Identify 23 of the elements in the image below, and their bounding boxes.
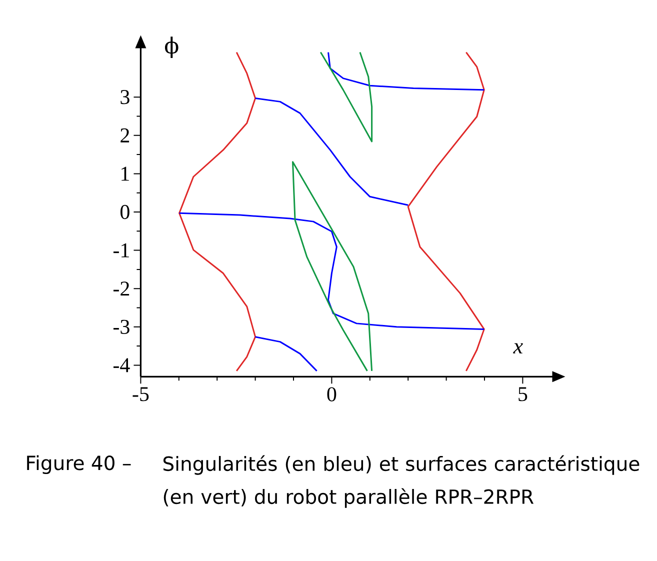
line-series — [320, 52, 373, 142]
y-tick-label: -4 — [113, 358, 130, 372]
y-axis-title: ϕ — [164, 36, 178, 58]
text: Singularités (en bleu) et surfaces caractéristique (en vert) du robot parallèle RPR–2RPR — [163, 455, 640, 508]
caption: Figure 40 – — [27, 455, 131, 474]
x-tick-label: 5 — [518, 387, 528, 402]
x-axis-title: x — [513, 343, 523, 354]
y-tick-label: -2 — [113, 282, 130, 296]
y-tick-label: 3 — [120, 90, 130, 104]
y-tick-label: -3 — [113, 320, 130, 334]
x-tick-label: -5 — [132, 387, 149, 402]
line-series — [328, 52, 485, 91]
line-series — [407, 52, 485, 372]
line-series — [254, 97, 409, 206]
y-tick-label: 0 — [120, 204, 130, 220]
line-series — [178, 52, 256, 372]
y-tick-label: 2 — [120, 128, 130, 142]
line-series — [254, 336, 318, 372]
y-tick-label: -1 — [113, 243, 129, 258]
y-tick-label: 1 — [122, 166, 129, 181]
line-series — [292, 161, 373, 372]
line-series — [178, 212, 485, 330]
x-tick-label: 0 — [327, 387, 336, 402]
